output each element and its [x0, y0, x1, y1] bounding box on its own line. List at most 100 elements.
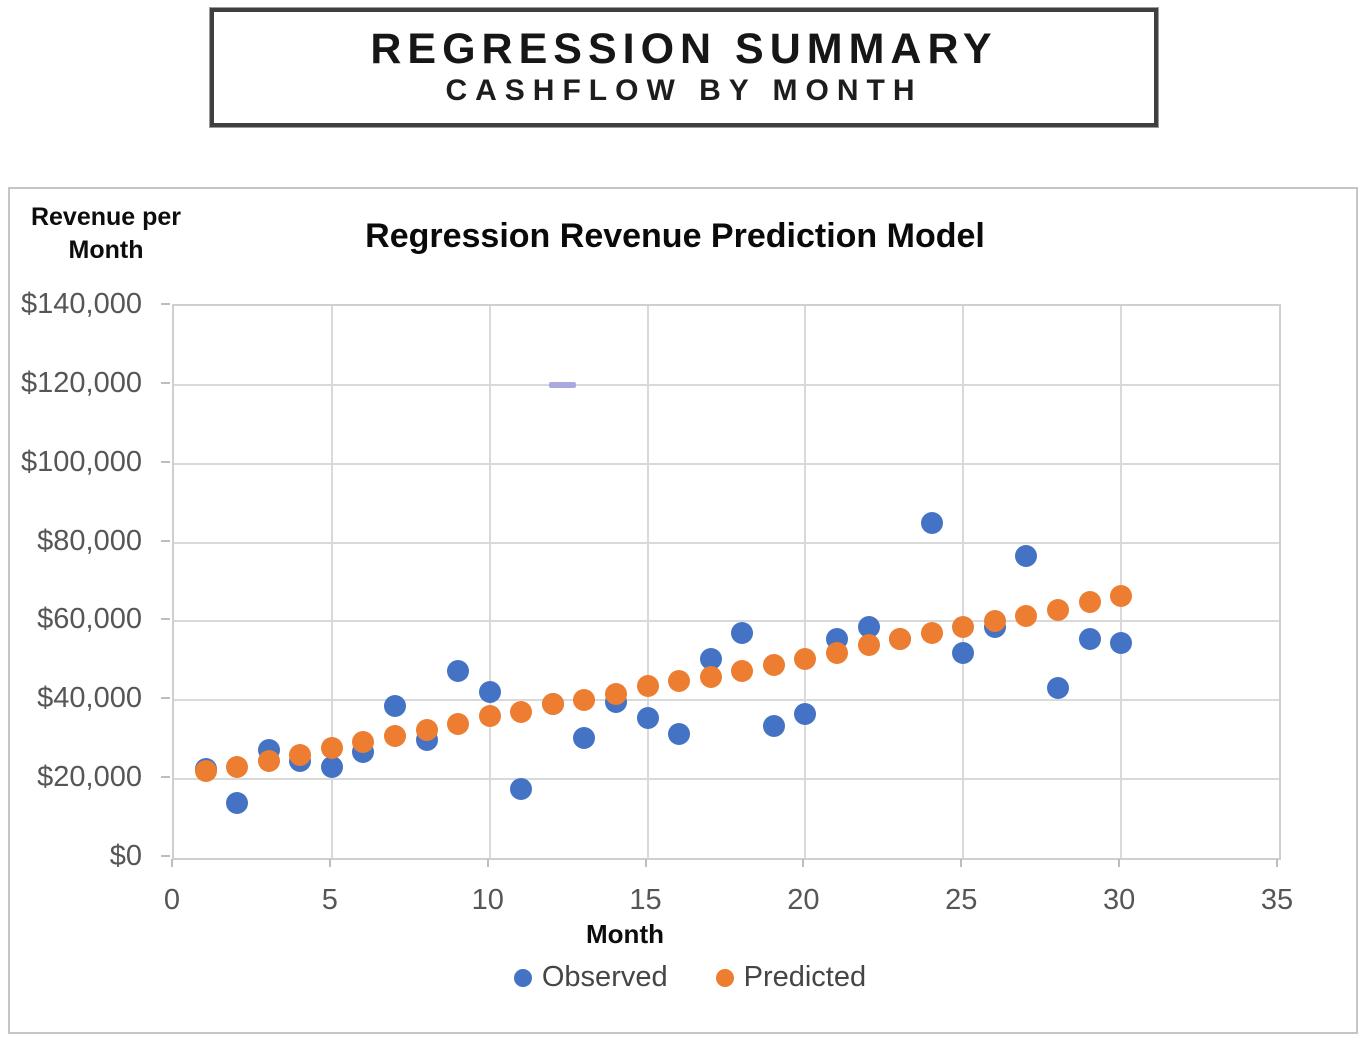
chart-legend: Observed Predicted [350, 961, 1030, 994]
x-axis-tick-label: 10 [471, 884, 504, 916]
observed-point [447, 659, 470, 682]
legend-label-predicted: Predicted [743, 961, 867, 993]
x-axis-tick-mark [802, 859, 805, 867]
horizontal-gridline [174, 620, 1279, 623]
y-axis-tick-mark [161, 855, 170, 857]
chart-title: Regression Revenue Prediction Model [365, 217, 985, 255]
vertical-gridline [962, 306, 965, 858]
observed-point [226, 791, 249, 814]
horizontal-gridline [174, 383, 1279, 386]
predicted-point [541, 693, 564, 716]
vertical-gridline [330, 306, 333, 858]
report-subtitle: CASHFLOW BY MONTH [445, 73, 923, 107]
x-axis-tick-label: 5 [321, 884, 338, 916]
y-axis-tick-mark [161, 539, 170, 542]
vertical-gridline [488, 306, 491, 858]
predicted-point [447, 712, 470, 735]
x-axis-tick-mark [486, 859, 489, 867]
x-axis-tick-mark [960, 859, 963, 867]
observed-point [1015, 545, 1038, 568]
predicted-point [983, 610, 1006, 633]
predicted-point [1015, 604, 1038, 627]
chart-container: Revenue per Month Regression Revenue Pre… [8, 187, 1358, 1034]
x-axis-tick-mark [644, 859, 647, 867]
predicted-point [478, 705, 501, 728]
observed-point [668, 722, 691, 745]
predicted-point [762, 653, 785, 676]
x-axis-tick-label: 30 [1103, 884, 1136, 916]
y-axis-title: Revenue per Month [15, 201, 197, 266]
x-axis-tick-mark [1276, 859, 1278, 867]
predicted-point [1110, 584, 1133, 607]
predicted-point [731, 659, 754, 682]
predicted-point [1078, 590, 1101, 613]
observed-point [1078, 628, 1101, 651]
horizontal-gridline [174, 778, 1279, 781]
predicted-point [257, 750, 280, 773]
observed-point [573, 726, 596, 749]
observed-point [1110, 632, 1133, 655]
vertical-gridline [804, 306, 807, 858]
horizontal-gridline [174, 541, 1279, 544]
predicted-point [794, 647, 817, 670]
predicted-point [920, 622, 943, 645]
horizontal-gridline [174, 699, 1279, 702]
y-axis-tick-mark [161, 618, 170, 621]
observed-point [952, 641, 975, 664]
y-axis-tick-mark [161, 460, 170, 463]
predicted-point [289, 744, 312, 767]
legend-item-predicted: Predicted [715, 961, 867, 994]
legend-item-observed: Observed [513, 961, 668, 994]
observed-point [731, 622, 754, 645]
y-axis-title-line2: Month [68, 235, 144, 264]
y-axis-tick-mark [161, 303, 170, 305]
observed-point [478, 681, 501, 704]
y-axis-tick-mark [161, 776, 170, 779]
observed-point [384, 695, 406, 718]
x-axis-tick-mark [171, 859, 173, 867]
vertical-gridline [646, 306, 649, 858]
y-axis-tick-label: $120,000 [21, 366, 142, 399]
y-axis-tick-label: $140,000 [21, 288, 142, 320]
predicted-point [1047, 598, 1069, 621]
observed-point [699, 647, 722, 670]
report-title: REGRESSION SUMMARY [370, 25, 998, 74]
predicted-point [668, 669, 691, 692]
y-axis-tick-label: $20,000 [37, 761, 142, 794]
x-axis-tick-label: 0 [163, 884, 181, 916]
x-axis-tick-label: 25 [945, 884, 978, 916]
gridline-artifact [548, 381, 576, 388]
x-axis-tick-label: 15 [629, 884, 662, 916]
predicted-point [415, 718, 438, 741]
observed-point [1047, 677, 1069, 700]
predicted-point [352, 730, 375, 753]
predicted-point [826, 641, 848, 664]
predicted-point [226, 756, 249, 779]
observed-point [762, 714, 785, 737]
legend-label-observed: Observed [541, 961, 668, 993]
predicted-point [605, 683, 627, 706]
observed-point [794, 703, 817, 726]
y-axis-tick-label: $60,000 [37, 603, 142, 636]
x-axis-tick-label: 35 [1260, 884, 1294, 916]
x-axis-title: Month [586, 919, 664, 949]
observed-point [510, 778, 533, 800]
horizontal-gridline [174, 462, 1279, 465]
y-axis-title-line1: Revenue per [30, 203, 182, 231]
vertical-gridline [1120, 306, 1123, 858]
y-axis-tick-label: $0 [109, 840, 142, 872]
predicted-point [384, 724, 406, 747]
predicted-point [699, 665, 722, 688]
x-axis-tick-mark [1118, 859, 1121, 867]
x-axis-tick-label: 20 [787, 884, 820, 916]
predicted-point [320, 736, 343, 759]
plot-area [172, 304, 1281, 860]
predicted-point [952, 616, 975, 639]
y-axis-tick-label: $40,000 [37, 682, 142, 715]
observed-point [320, 756, 343, 779]
x-axis-tick-mark [328, 859, 331, 867]
predicted-point [573, 689, 596, 712]
y-axis-tick-label: $100,000 [21, 445, 142, 478]
observed-point [857, 616, 880, 639]
